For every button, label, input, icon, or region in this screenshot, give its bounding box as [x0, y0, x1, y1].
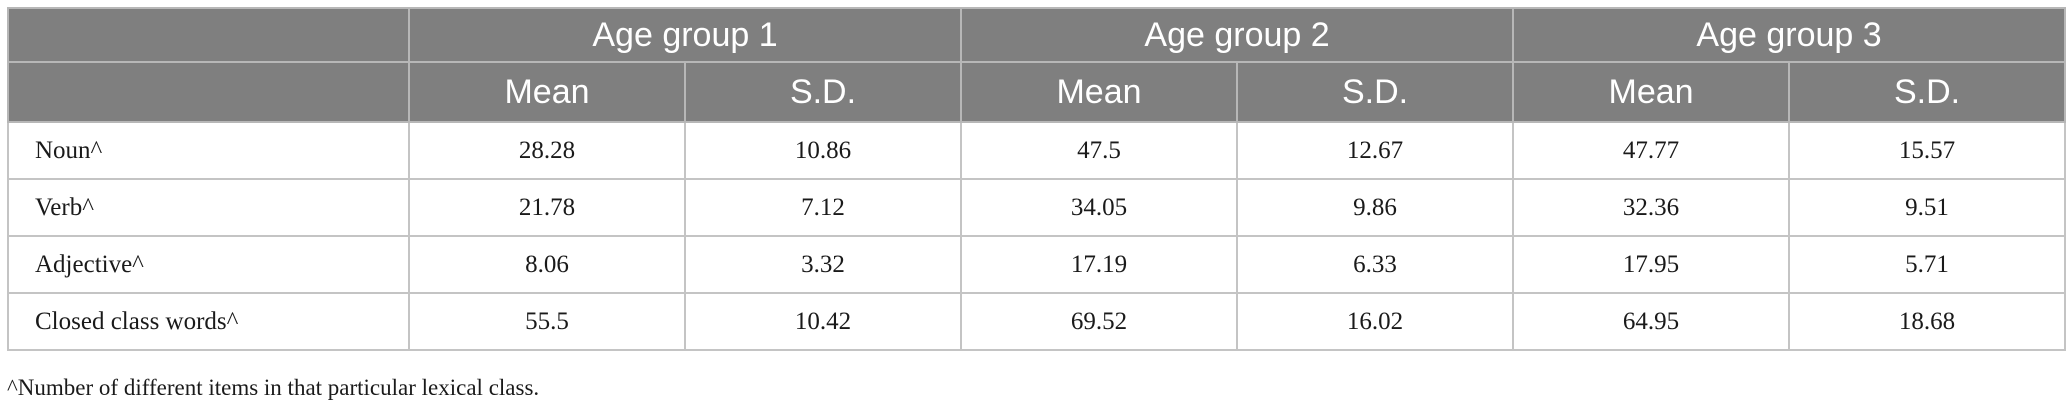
table-cell: 18.68: [1788, 292, 2067, 351]
table-cell: 5.71: [1788, 235, 2067, 294]
table-cell: 21.78: [408, 178, 686, 237]
table-cell: 16.02: [1236, 292, 1515, 351]
table-cell: 69.52: [960, 292, 1239, 351]
table-body: Noun^ 28.28 10.86 47.5 12.67 47.77 15.57…: [7, 121, 2067, 351]
header-mean-3: Mean: [1512, 61, 1791, 123]
row-label: Adjective^: [7, 235, 410, 294]
data-table-container: Age group 1 Age group 2 Age group 3 Mean…: [7, 7, 2067, 351]
header-age-group-2: Age group 2: [960, 7, 1515, 63]
table-row: Verb^ 21.78 7.12 34.05 9.86 32.36 9.51: [7, 178, 2067, 237]
table-cell: 47.5: [960, 121, 1239, 180]
table-row: Closed class words^ 55.5 10.42 69.52 16.…: [7, 292, 2067, 351]
header-mean-1: Mean: [408, 61, 686, 123]
table-cell: 10.42: [683, 292, 963, 351]
table-cell: 8.06: [408, 235, 686, 294]
row-label: Noun^: [7, 121, 410, 180]
table-cell: 17.95: [1512, 235, 1791, 294]
table-cell: 6.33: [1236, 235, 1515, 294]
row-label: Verb^: [7, 178, 410, 237]
header-row-stats: Mean S.D. Mean S.D. Mean S.D.: [7, 61, 2067, 123]
table-cell: 10.86: [683, 121, 963, 180]
header-sd-2: S.D.: [1236, 61, 1515, 123]
header-sd-1: S.D.: [683, 61, 963, 123]
header-row-groups: Age group 1 Age group 2 Age group 3: [7, 7, 2067, 63]
table-cell: 12.67: [1236, 121, 1515, 180]
table-cell: 28.28: [408, 121, 686, 180]
table-cell: 7.12: [683, 178, 963, 237]
table-cell: 3.32: [683, 235, 963, 294]
table-cell: 9.86: [1236, 178, 1515, 237]
table-cell: 32.36: [1512, 178, 1791, 237]
table-cell: 15.57: [1788, 121, 2067, 180]
row-label: Closed class words^: [7, 292, 410, 351]
lexical-class-table: Age group 1 Age group 2 Age group 3 Mean…: [7, 7, 2067, 351]
table-footnote: ^Number of different items in that parti…: [7, 375, 540, 400]
table-cell: 9.51: [1788, 178, 2067, 237]
table-cell: 34.05: [960, 178, 1239, 237]
header-age-group-1: Age group 1: [407, 7, 963, 63]
header-mean-2: Mean: [960, 61, 1239, 123]
table-cell: 17.19: [960, 235, 1239, 294]
header-corner-cell: [7, 7, 410, 63]
header-sd-3: S.D.: [1788, 61, 2067, 123]
table-header: Age group 1 Age group 2 Age group 3 Mean…: [7, 7, 2067, 123]
table-cell: 64.95: [1512, 292, 1791, 351]
table-cell: 47.77: [1512, 121, 1791, 180]
header-age-group-3: Age group 3: [1512, 7, 2067, 63]
header-corner-cell-2: [7, 61, 410, 123]
table-row: Adjective^ 8.06 3.32 17.19 6.33 17.95 5.…: [7, 235, 2067, 294]
table-row: Noun^ 28.28 10.86 47.5 12.67 47.77 15.57: [7, 121, 2067, 180]
table-cell: 55.5: [408, 292, 686, 351]
